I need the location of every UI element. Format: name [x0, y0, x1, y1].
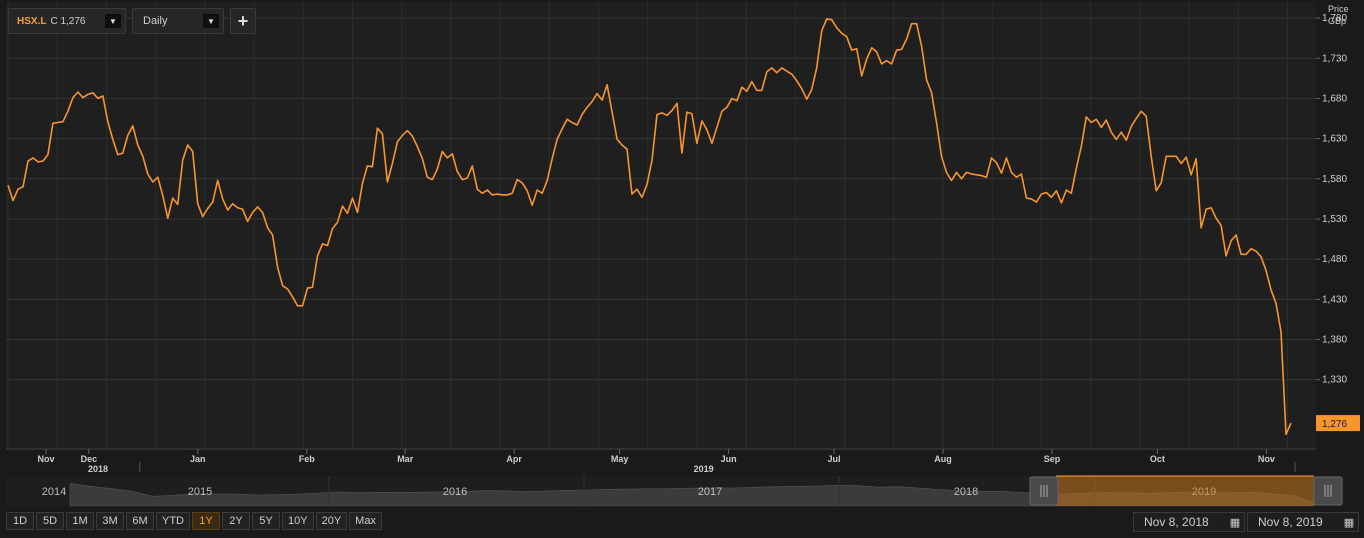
last-price-label: 1,276	[1322, 419, 1347, 430]
y-axis-panel	[1316, 2, 1364, 448]
price-axis-header: Price GBp	[1328, 3, 1358, 27]
y-tick-label: 1,330	[1322, 375, 1347, 386]
y-tick-label: 1,430	[1322, 294, 1347, 305]
x-tick-label: Aug	[934, 454, 952, 464]
range-button-1d[interactable]: 1D	[6, 512, 34, 530]
navigator: 201420152016201720182019	[6, 475, 1344, 507]
range-button-1y[interactable]: 1Y	[192, 512, 220, 530]
chart-grid	[6, 2, 1316, 448]
add-study-button[interactable]: +	[230, 8, 256, 34]
symbol-selector[interactable]: HSX.L C 1,276 ▼	[8, 8, 126, 34]
range-button-5y[interactable]: 5Y	[252, 512, 280, 530]
close-label: C	[50, 15, 58, 27]
x-year-label: 2018	[88, 464, 108, 474]
range-button-2y[interactable]: 2Y	[222, 512, 250, 530]
x-tick-label: Oct	[1150, 454, 1165, 464]
calendar-icon[interactable]: ▦	[1229, 516, 1241, 529]
plot-area	[6, 2, 1316, 448]
frequency-label: Daily	[143, 15, 168, 27]
y-axis: 1,330 1,380 1,430 1,480 1,530 1,580 1,630 1,680…	[1316, 2, 1364, 448]
range-buttons: 1D 5D 1M 3M 6M YTD 1Y 2Y 5Y 10Y 20Y Max	[6, 512, 382, 530]
price-line	[7, 18, 1292, 436]
instrument-ric: HSX.L	[17, 15, 47, 27]
x-tick-label: Mar	[397, 454, 414, 464]
x-tick-label: Jun	[721, 454, 737, 464]
navigator-selection[interactable]	[1056, 476, 1314, 506]
close-value: C 1,276	[50, 16, 85, 27]
x-tick-label: Nov	[1258, 454, 1275, 464]
y-tick-label: 1,380	[1322, 335, 1347, 346]
navigator-year-label: 2017	[698, 486, 722, 498]
range-button-5d[interactable]: 5D	[36, 512, 64, 530]
y-tick-label: 1,730	[1322, 53, 1347, 64]
range-button-1m[interactable]: 1M	[66, 512, 94, 530]
navigator-year-label: 2014	[42, 486, 66, 498]
y-tick-label: 1,680	[1322, 93, 1347, 104]
end-date-field[interactable]: Nov 8, 2019 ▦	[1247, 512, 1359, 532]
y-tick-label: 1,580	[1322, 174, 1347, 185]
y-tick-label: 1,530	[1322, 214, 1347, 225]
x-tick-label: Apr	[506, 454, 522, 464]
x-tick-label: May	[611, 454, 629, 464]
end-date-value: Nov 8, 2019	[1258, 515, 1323, 529]
close-price: 1,276	[60, 15, 86, 27]
chart-toolbar: HSX.L C 1,276 ▼ Daily ▼ +	[8, 8, 256, 36]
y-tick-label: 1,780	[1322, 13, 1347, 24]
range-button-10y[interactable]: 10Y	[282, 512, 314, 530]
start-date-field[interactable]: Nov 8, 2018 ▦	[1133, 512, 1245, 532]
last-price-badge	[1316, 415, 1360, 432]
range-button-3m[interactable]: 3M	[96, 512, 124, 530]
x-tick-label: Dec	[81, 454, 98, 464]
calendar-icon[interactable]: ▦	[1343, 516, 1355, 529]
chevron-down-icon[interactable]: ▼	[105, 14, 121, 28]
x-tick-label: Sep	[1044, 454, 1061, 464]
chevron-down-icon[interactable]: ▼	[203, 14, 219, 28]
price-axis-unit: GBp	[1328, 16, 1347, 26]
range-button-20y[interactable]: 20Y	[315, 512, 348, 530]
navigator-year-label: 2016	[443, 486, 467, 498]
frequency-selector[interactable]: Daily ▼	[132, 8, 224, 34]
price-axis-title: Price	[1328, 4, 1349, 14]
y-tick-label: 1,480	[1322, 254, 1347, 265]
y-tick-label: 1,630	[1322, 134, 1347, 145]
range-button-ytd[interactable]: YTD	[156, 512, 190, 530]
x-axis: Nov Dec Jan Feb Mar Apr May Jun Jul Aug Sep Oct Nov 2…	[6, 448, 1316, 474]
x-tick-label: Jan	[190, 454, 206, 464]
x-tick-label: Feb	[299, 454, 316, 464]
x-tick-label: Nov	[37, 454, 54, 464]
x-year-label: 2019	[694, 464, 714, 474]
range-button-max[interactable]: Max	[349, 512, 382, 530]
x-tick-label: Jul	[828, 454, 841, 464]
navigator-year-label: 2015	[188, 486, 212, 498]
start-date-value: Nov 8, 2018	[1144, 515, 1209, 529]
range-button-6m[interactable]: 6M	[126, 512, 154, 530]
navigator-year-label: 2018	[954, 486, 978, 498]
